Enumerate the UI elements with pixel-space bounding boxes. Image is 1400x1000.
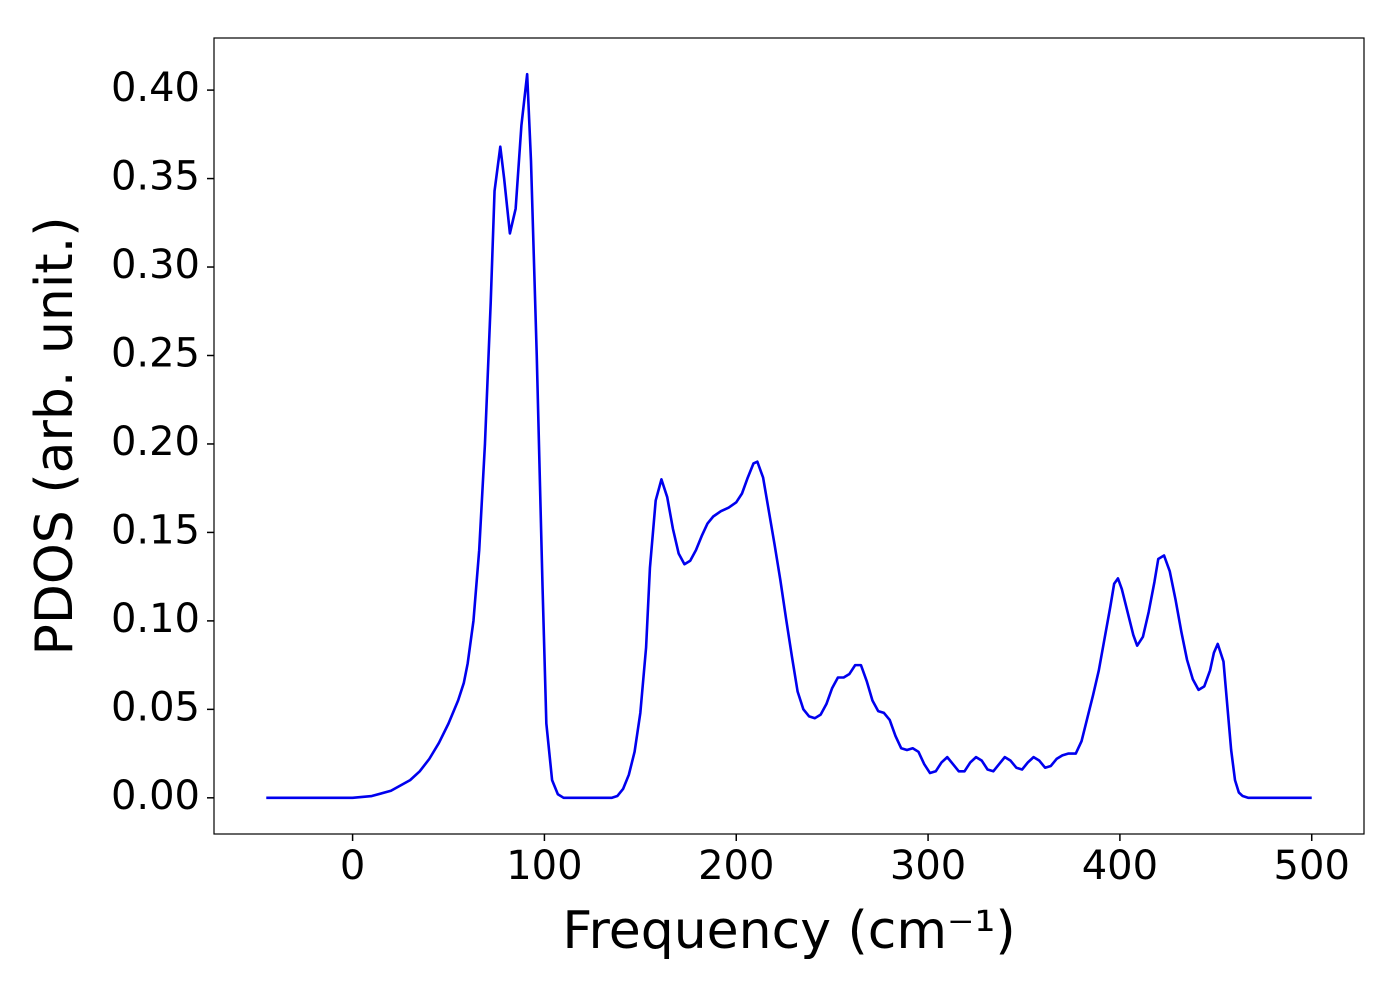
- y-tick-label: 0.25: [111, 330, 200, 376]
- x-tick-label: 300: [890, 843, 966, 889]
- x-tick-label: 400: [1082, 843, 1158, 889]
- y-tick-label: 0.15: [111, 507, 200, 553]
- y-tick-label: 0.40: [111, 65, 200, 111]
- x-tick-label: 100: [506, 843, 582, 889]
- y-tick-label: 0.05: [111, 684, 200, 730]
- y-tick-label: 0.35: [111, 154, 200, 200]
- y-tick-label: 0.00: [111, 773, 200, 819]
- plot-frame: [213, 37, 1365, 835]
- y-axis-label: PDOS (arb. unit.): [25, 216, 85, 655]
- x-tick-label: 0: [340, 843, 365, 889]
- x-tick-label: 200: [698, 843, 774, 889]
- x-tick-label: 500: [1274, 843, 1350, 889]
- x-axis-label: Frequency (cm⁻¹): [562, 901, 1015, 961]
- y-tick-label: 0.30: [111, 242, 200, 288]
- y-tick-label: 0.20: [111, 419, 200, 465]
- y-tick-label: 0.10: [111, 596, 200, 642]
- data-line: [266, 72, 1312, 800]
